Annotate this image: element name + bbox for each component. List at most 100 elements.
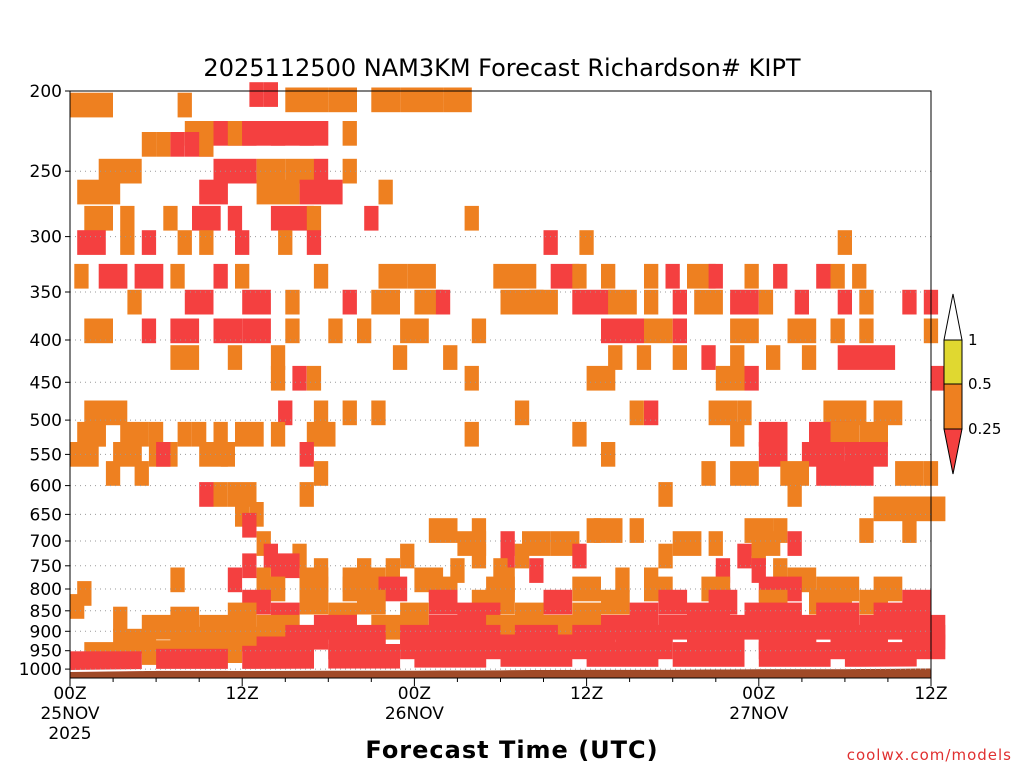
ri-cell (91, 421, 106, 447)
ri-cell (708, 263, 723, 289)
credit-text: coolwx.com/models (847, 746, 1012, 764)
x-tick-label: 00Z (398, 684, 431, 704)
ri-cell (256, 179, 300, 205)
ri-cell (306, 365, 322, 391)
ri-cell (529, 289, 558, 315)
ri-cell (170, 567, 185, 593)
ri-cell (701, 345, 716, 370)
y-tick-label: 400 (30, 331, 62, 351)
ri-cell (766, 345, 781, 370)
ri-cell (270, 421, 286, 447)
legend-level-label: 0.5 (968, 375, 992, 393)
y-tick-label: 250 (30, 162, 62, 182)
y-tick-label: 600 (30, 477, 62, 497)
ri-cell (77, 230, 92, 255)
ri-cell (593, 518, 623, 543)
y-tick-label: 300 (30, 228, 62, 248)
ri-cell (141, 230, 157, 255)
legend-swatch-0.5-1 (943, 339, 963, 385)
ri-cell (378, 263, 408, 289)
ri-cell (514, 543, 530, 569)
ri-cell (270, 345, 286, 370)
ri-cell (227, 345, 243, 370)
ri-cell (672, 531, 702, 556)
ri-cell (177, 421, 192, 447)
ri-cell (844, 642, 917, 667)
ri-cell (586, 365, 616, 391)
ri-cell (730, 461, 759, 486)
ri-cell (199, 179, 228, 205)
ri-cell (342, 289, 357, 315)
ri-cell (192, 205, 221, 231)
ri-cell (787, 482, 802, 507)
legend-swatch-above-1 (943, 293, 963, 341)
ri-cell (235, 230, 250, 255)
x-tick-label: 00Z (53, 684, 86, 704)
ri-cell (127, 289, 142, 315)
ri-cell (313, 158, 329, 184)
ri-cell (658, 482, 673, 507)
ri-cell (801, 345, 817, 370)
ri-cell (715, 365, 745, 391)
ri-cell (428, 589, 458, 615)
y-tick-label: 550 (30, 445, 62, 465)
ri-cell (357, 589, 386, 615)
ri-cell (242, 645, 314, 671)
ri-cell (235, 263, 250, 289)
ri-cell (816, 461, 874, 486)
ri-cell (608, 289, 637, 315)
ri-cell (170, 345, 200, 370)
legend-swatch-below-0.25 (943, 428, 963, 475)
ri-cell (299, 121, 329, 146)
ri-cell (242, 512, 257, 538)
ri-cell (572, 543, 587, 569)
ri-cell (830, 318, 845, 344)
ri-cell (400, 87, 444, 113)
ri-cell (299, 589, 329, 615)
ri-cell (177, 230, 192, 255)
ri-cell (737, 543, 752, 569)
ri-cell (758, 289, 774, 315)
ri-cell (371, 87, 400, 113)
ri-cell (514, 400, 530, 426)
ri-cell (730, 345, 745, 370)
ri-cell (141, 318, 157, 344)
y-tick-label: 750 (30, 557, 62, 577)
ri-cell (213, 318, 243, 344)
ri-cell (708, 531, 723, 556)
x-tick-label: 12Z (226, 684, 259, 704)
ri-cell (780, 461, 809, 486)
chart-title: 2025112500 NAM3KM Forecast Richardson# K… (203, 54, 800, 82)
ri-cell (141, 132, 157, 157)
x-tick-year: 2025 (48, 724, 91, 744)
ri-cell (220, 442, 235, 467)
ri-cell (773, 263, 788, 289)
ri-cell (730, 289, 759, 315)
ri-cell (77, 179, 121, 205)
ri-cell (299, 482, 314, 507)
ri-cell (701, 461, 716, 486)
ri-cell (823, 400, 867, 426)
colorbar-legend: 1 0.5 0.25 (943, 293, 1001, 475)
ri-cell (120, 205, 135, 231)
x-axis-label: Forecast Time (UTC) (365, 736, 658, 764)
ri-cell (464, 365, 479, 391)
ri-cell (120, 230, 135, 255)
ri-cell (672, 318, 687, 344)
ri-cell (371, 400, 386, 426)
ri-cell (873, 496, 946, 522)
legend-level-label: 0.25 (968, 420, 1001, 438)
ri-cell (313, 263, 329, 289)
ri-cell (758, 642, 831, 667)
pressure-gridlines (70, 170, 931, 670)
ri-cell (285, 87, 329, 113)
ri-cell (192, 421, 207, 447)
ri-cell (859, 289, 874, 315)
ri-cell (694, 289, 723, 315)
ri-cell (84, 400, 128, 426)
y-tick-label: 200 (30, 82, 62, 102)
ri-cell (357, 318, 372, 344)
ri-cell (328, 318, 343, 344)
ri-cell (278, 400, 293, 426)
y-tick-label: 700 (30, 532, 62, 552)
